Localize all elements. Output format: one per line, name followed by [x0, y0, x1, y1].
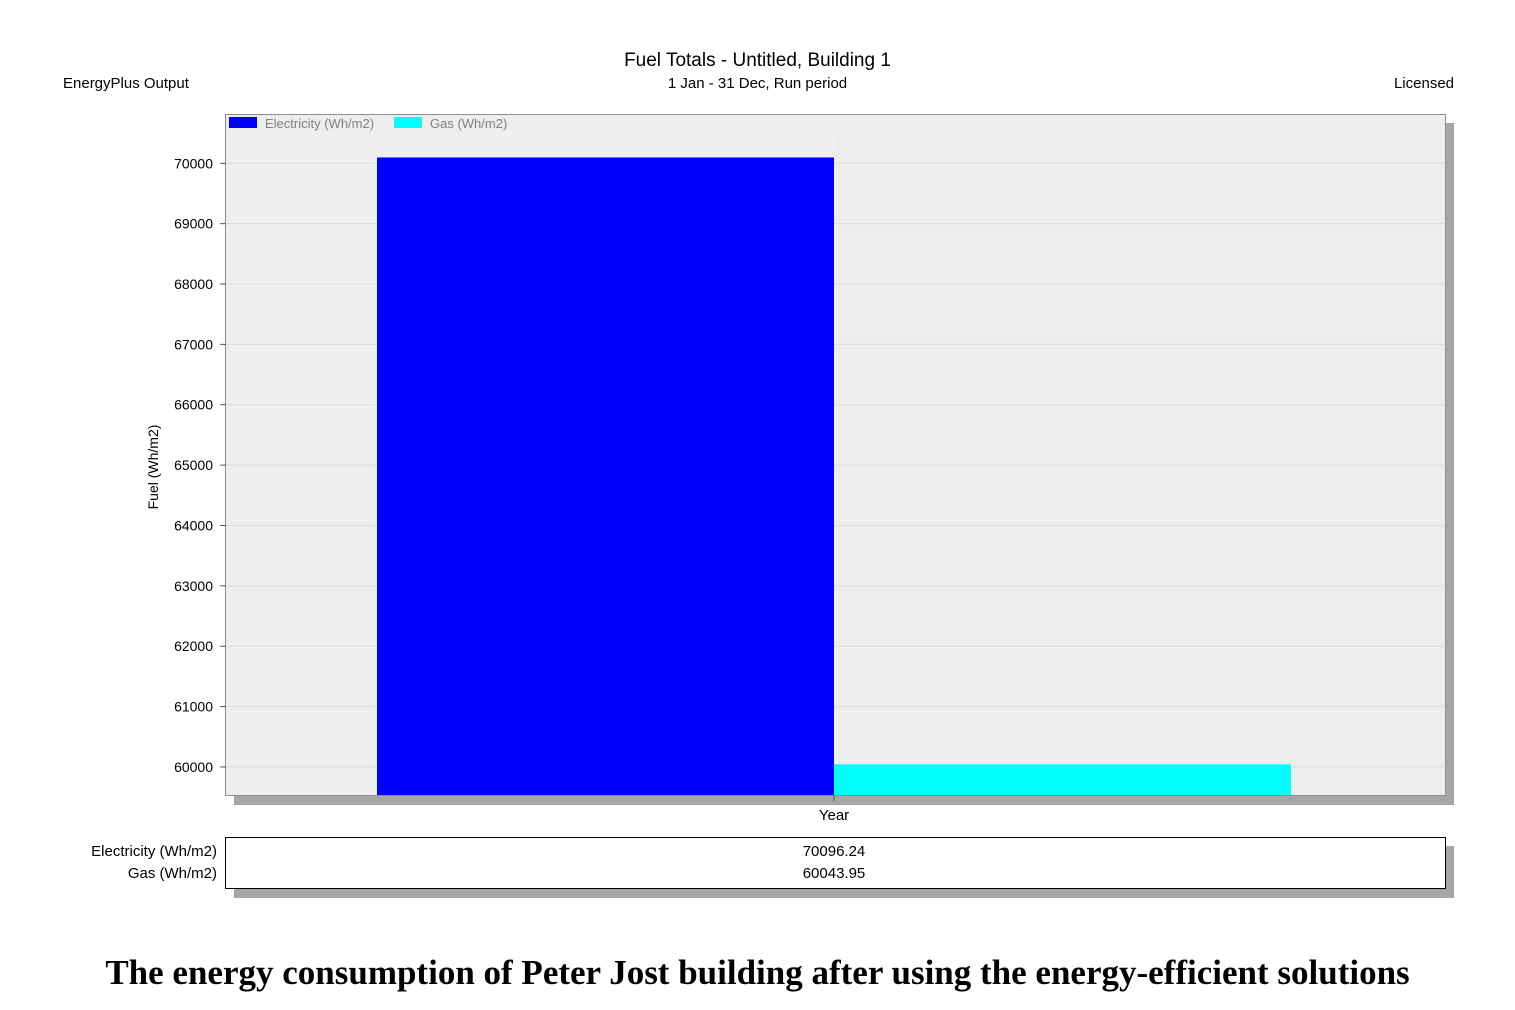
y-tick-label: 66000 [174, 397, 213, 413]
table-row-label-electricity: Electricity (Wh/m2) [91, 843, 217, 860]
y-tick-label: 63000 [174, 578, 213, 594]
y-tick-label: 60000 [174, 759, 213, 775]
legend-label: Electricity (Wh/m2) [265, 116, 374, 131]
y-tick-label: 70000 [174, 155, 213, 171]
x-category-label: Year [818, 807, 850, 824]
y-tick-label: 61000 [174, 699, 213, 715]
figure-caption: The energy consumption of Peter Jost bui… [105, 953, 1410, 992]
table-row-value-electricity: 70096.24 [802, 843, 866, 860]
table-row-label-gas: Gas (Wh/m2) [127, 865, 217, 882]
license-label: Licensed [1393, 75, 1454, 92]
chart-subtitle: 1 Jan - 31 Dec, Run period [667, 75, 848, 92]
legend-swatch [394, 117, 422, 128]
bar-electricity [377, 157, 834, 795]
y-tick-label: 64000 [174, 517, 213, 533]
y-axis-label: Fuel (Wh/m2) [145, 425, 161, 510]
table-row-value-gas: 60043.95 [802, 865, 866, 882]
legend-label: Gas (Wh/m2) [430, 116, 507, 131]
bar-gas [834, 764, 1291, 795]
y-tick-label: 67000 [174, 336, 213, 352]
output-source-label: EnergyPlus Output [63, 75, 189, 92]
bar-chart: 60000 61000 62000 63000 64000 65000 66000 67000… [145, 116, 1445, 801]
chart-title: Fuel Totals - Untitled, Building 1 [624, 50, 891, 71]
y-tick-label: 69000 [174, 216, 213, 232]
y-tick-label: 62000 [174, 638, 213, 654]
data-table [225, 837, 1446, 889]
y-tick-label: 68000 [174, 276, 213, 292]
y-tick-label: 65000 [174, 457, 213, 473]
legend-swatch [229, 117, 257, 128]
